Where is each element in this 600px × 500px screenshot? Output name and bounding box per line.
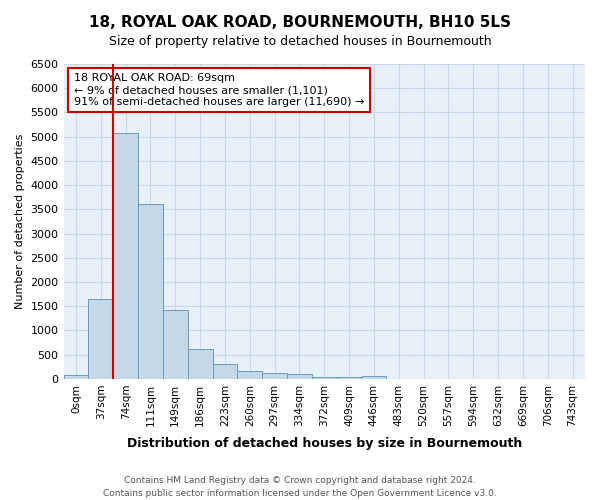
Bar [64,376,88,379]
Bar [163,310,188,379]
Y-axis label: Number of detached properties: Number of detached properties [15,134,25,309]
Bar [287,374,312,379]
X-axis label: Distribution of detached houses by size in Bournemouth: Distribution of detached houses by size … [127,437,522,450]
Bar [312,376,337,379]
Bar [212,364,238,379]
Bar [262,373,287,379]
Text: Contains public sector information licensed under the Open Government Licence v3: Contains public sector information licen… [103,488,497,498]
Text: Size of property relative to detached houses in Bournemouth: Size of property relative to detached ho… [109,35,491,48]
Text: 18 ROYAL OAK ROAD: 69sqm
← 9% of detached houses are smaller (1,101)
91% of semi: 18 ROYAL OAK ROAD: 69sqm ← 9% of detache… [74,74,364,106]
Text: Contains HM Land Registry data © Crown copyright and database right 2024.: Contains HM Land Registry data © Crown c… [124,476,476,485]
Bar [88,299,113,379]
Bar [238,372,262,379]
Bar [188,349,212,379]
Bar [113,133,138,379]
Bar [138,204,163,379]
Bar [362,376,386,379]
Text: 18, ROYAL OAK ROAD, BOURNEMOUTH, BH10 5LS: 18, ROYAL OAK ROAD, BOURNEMOUTH, BH10 5L… [89,15,511,30]
Bar [337,378,362,379]
